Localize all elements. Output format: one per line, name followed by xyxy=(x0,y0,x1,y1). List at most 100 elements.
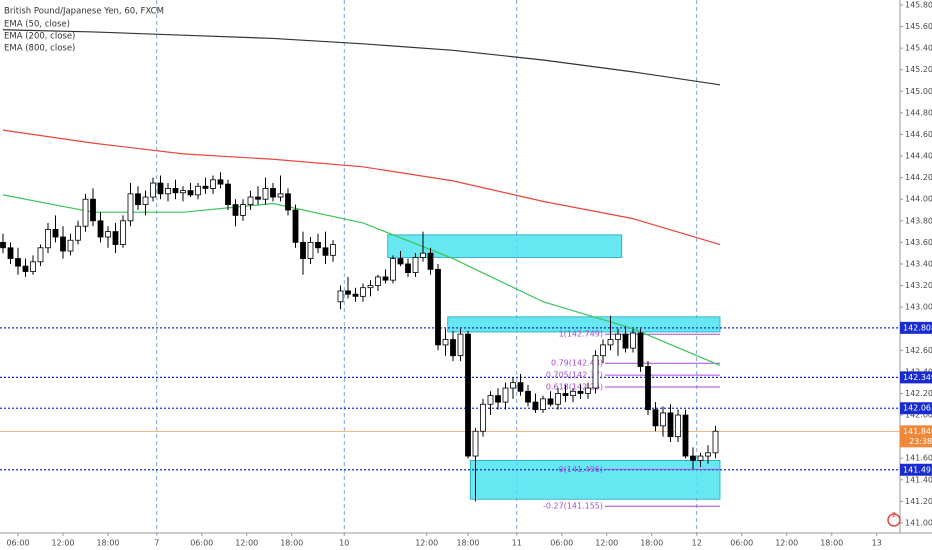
fib-label: 0.618(142.26) xyxy=(546,382,603,391)
candle-body xyxy=(105,231,111,238)
candle-body xyxy=(397,258,404,265)
candle-body xyxy=(202,185,209,189)
candle-body xyxy=(300,241,306,259)
fib-label: 0(141.496) xyxy=(559,465,603,474)
candle-body xyxy=(135,193,141,206)
candle-body xyxy=(495,395,501,403)
candle-body xyxy=(142,196,149,206)
x-tick-label: 13 xyxy=(872,539,882,548)
x-tick-label: 12:00 xyxy=(775,539,798,548)
candle-body xyxy=(262,188,269,200)
candle-body xyxy=(607,339,614,346)
candle-body xyxy=(532,401,539,411)
ema-line xyxy=(2,129,721,246)
candle-body xyxy=(562,393,569,397)
candle-body xyxy=(180,190,186,194)
x-tick-label: 12:00 xyxy=(235,539,258,548)
candle-body xyxy=(517,382,524,392)
candle-body xyxy=(712,430,719,454)
candle-body xyxy=(450,339,456,357)
level-badge xyxy=(900,321,932,334)
candle-body xyxy=(652,409,659,427)
candle-body xyxy=(75,225,81,241)
x-tick-label: 06:00 xyxy=(730,539,753,548)
x-tick-label: 11 xyxy=(512,539,522,548)
supply-demand-zone xyxy=(387,234,623,258)
candle-body xyxy=(525,390,531,403)
candle-body xyxy=(502,387,509,403)
candle-body xyxy=(637,332,644,367)
y-tick-label: 145.400 xyxy=(905,44,932,53)
legend-title: British Pound/Japanese Yen, 60, FXCM xyxy=(4,7,164,17)
candle-body xyxy=(15,258,21,267)
candle-body xyxy=(592,355,599,389)
candle-body xyxy=(667,412,674,438)
y-tick-label: 145.600 xyxy=(905,22,932,31)
y-tick-label: 144.400 xyxy=(905,152,932,161)
candle-body xyxy=(435,268,441,346)
x-tick-label: 12:00 xyxy=(415,539,438,548)
candle-body xyxy=(345,290,351,295)
fib-label: 0.79(142.48) xyxy=(551,359,603,368)
y-tick-label: 141.400 xyxy=(905,475,932,484)
candle-body xyxy=(382,276,389,281)
alert-badge-icon xyxy=(887,513,901,527)
candle-body xyxy=(465,333,471,457)
candle-body xyxy=(0,241,6,249)
x-tick-label: 12 xyxy=(692,539,702,548)
y-tick-label: 145.800 xyxy=(905,0,932,9)
candle-body xyxy=(622,333,629,349)
candle-body xyxy=(420,252,426,258)
candle-body xyxy=(660,412,666,427)
candle-body xyxy=(330,244,336,256)
candle-body xyxy=(360,287,366,297)
legend-entry: EMA (800, close) xyxy=(4,44,75,54)
x-tick-label: 18:00 xyxy=(96,539,119,548)
candle-body xyxy=(232,204,239,216)
legend-entry: EMA (200, close) xyxy=(4,32,75,42)
y-tick-label: 144.800 xyxy=(905,108,932,117)
candle-body xyxy=(150,182,156,198)
x-tick-label: 7 xyxy=(154,539,159,548)
candle-body xyxy=(7,247,14,259)
candle-body xyxy=(427,252,434,270)
candle-body xyxy=(630,332,636,349)
candle-body xyxy=(442,339,449,346)
y-tick-label: 142.000 xyxy=(905,411,932,420)
y-tick-label: 141.200 xyxy=(905,497,932,506)
candle-body xyxy=(405,263,411,273)
y-tick-label: 141.000 xyxy=(905,518,932,527)
legend-entry: EMA (50, close) xyxy=(4,20,70,30)
candle-body xyxy=(217,179,224,185)
candle-body xyxy=(82,198,89,227)
x-tick-label: 18:00 xyxy=(640,539,663,548)
candle-body xyxy=(375,276,381,286)
ema-line xyxy=(2,29,721,86)
countdown: 23:38 xyxy=(909,437,932,446)
y-tick-label: 145.000 xyxy=(905,87,932,96)
y-tick-label: 143.000 xyxy=(905,303,932,312)
candle-body xyxy=(705,452,711,457)
candle-body xyxy=(472,430,479,457)
candle-body xyxy=(540,398,546,411)
candle-body xyxy=(412,257,419,273)
supply-demand-zone xyxy=(469,459,721,500)
candle-body xyxy=(157,182,164,195)
x-tick-label: 06:00 xyxy=(190,539,213,548)
alert-badge: 2 xyxy=(892,511,896,519)
candle-body xyxy=(697,455,704,461)
candle-body xyxy=(510,382,516,389)
x-tick-label: 10 xyxy=(339,539,349,548)
level-badge xyxy=(900,402,932,415)
level-label: 141.493 xyxy=(903,465,932,474)
candle-body xyxy=(240,204,246,216)
candle-body xyxy=(247,196,254,206)
y-tick-label: 142.600 xyxy=(905,346,932,355)
candle-body xyxy=(675,414,681,438)
candle-body xyxy=(30,261,36,272)
candle-body xyxy=(690,455,696,461)
candle-body xyxy=(600,344,606,357)
candle-body xyxy=(570,390,576,397)
level-label: 142.063 xyxy=(903,404,932,413)
